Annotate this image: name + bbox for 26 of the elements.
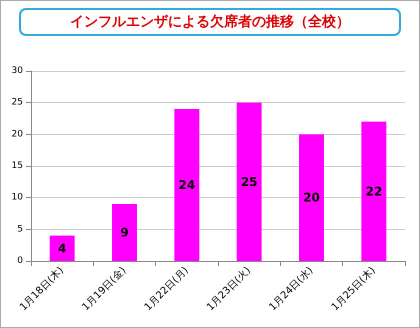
y-tick-label: 25 — [12, 98, 23, 108]
y-tick-label: 0 — [17, 256, 24, 266]
y-tick-label: 5 — [17, 224, 23, 234]
x-tick-label: 1月18日(木) — [17, 264, 66, 314]
y-tick-label: 15 — [12, 161, 23, 171]
x-tick-label: 1月25日(木) — [329, 264, 378, 314]
chart-title: インフルエンザによる欠席者の推移（全校） — [70, 13, 350, 30]
data-label: 4 — [58, 241, 66, 256]
bar — [174, 109, 200, 261]
data-label: 22 — [365, 184, 382, 198]
x-tick-label: 1月23日(火) — [204, 264, 254, 314]
x-tick-label: 1月19日(金) — [80, 264, 128, 314]
y-tick-label: 20 — [12, 129, 24, 140]
x-tick-label: 1月22日(月) — [142, 265, 191, 314]
bar — [299, 134, 324, 261]
x-tick-label: 1月24日(水) — [266, 264, 316, 314]
bar — [112, 204, 137, 261]
data-label: 24 — [178, 178, 196, 192]
data-label: 25 — [240, 174, 258, 189]
bar — [50, 236, 75, 261]
bar — [361, 122, 386, 261]
data-label: 9 — [120, 226, 129, 240]
y-tick-label: 30 — [12, 66, 24, 76]
bar — [236, 102, 262, 261]
y-tick-label: 10 — [12, 192, 24, 203]
data-label: 20 — [303, 190, 320, 205]
